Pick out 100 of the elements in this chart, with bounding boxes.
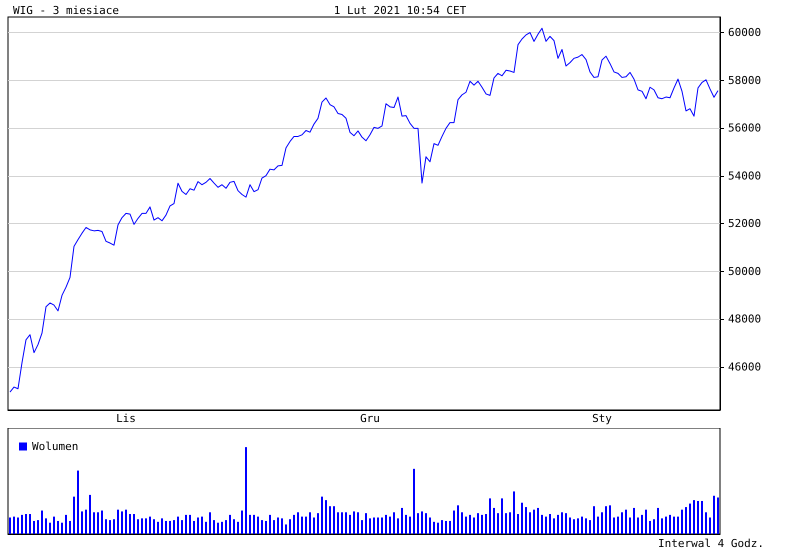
- bar: [229, 514, 231, 534]
- bar: [541, 514, 543, 534]
- bar: [121, 511, 123, 534]
- bar: [553, 518, 555, 534]
- bar: [433, 522, 435, 534]
- bar: [529, 512, 531, 534]
- bar: [57, 520, 59, 534]
- bar: [313, 517, 315, 534]
- bar: [49, 522, 51, 534]
- bar: [717, 498, 719, 534]
- bar: [257, 516, 259, 534]
- bar: [173, 520, 175, 534]
- bar: [657, 508, 659, 534]
- y-tick-label: 52000: [728, 217, 762, 230]
- bar: [629, 517, 631, 534]
- bar: [181, 520, 183, 534]
- bar: [661, 518, 663, 534]
- bar: [201, 516, 203, 534]
- bar: [385, 514, 387, 534]
- bar: [701, 500, 703, 534]
- bar: [41, 510, 43, 534]
- bar: [301, 516, 303, 534]
- bar: [205, 522, 207, 534]
- bar: [337, 512, 339, 534]
- bar: [97, 512, 99, 534]
- bar: [437, 522, 439, 534]
- bar: [149, 516, 151, 534]
- bar: [293, 514, 295, 534]
- bar: [453, 510, 455, 534]
- bar: [673, 516, 675, 534]
- bar: [129, 514, 131, 534]
- x-tick-label: Lis: [116, 412, 136, 425]
- bar: [365, 513, 367, 534]
- bar: [185, 514, 187, 534]
- bar: [685, 507, 687, 534]
- bar: [493, 508, 495, 534]
- bar: [225, 520, 227, 534]
- bar: [565, 513, 567, 534]
- bar: [25, 514, 27, 534]
- bar: [465, 516, 467, 534]
- bar: [37, 520, 39, 534]
- bar: [377, 517, 379, 534]
- bar: [405, 514, 407, 534]
- y-tick-label: 46000: [728, 360, 762, 374]
- bar: [109, 520, 111, 534]
- bar: [481, 514, 483, 534]
- bar: [253, 514, 255, 534]
- y-tick-label: 50000: [728, 264, 762, 278]
- bar: [281, 518, 283, 534]
- bar: [665, 516, 667, 534]
- bar: [141, 518, 143, 534]
- bar: [193, 520, 195, 534]
- bar: [513, 491, 515, 534]
- bar: [693, 500, 695, 534]
- bar: [317, 513, 319, 534]
- bar: [593, 506, 595, 534]
- bar: [349, 514, 351, 534]
- bar: [653, 519, 655, 534]
- bar: [125, 510, 127, 534]
- bar: [417, 513, 419, 534]
- bar: [93, 512, 95, 534]
- bar: [269, 514, 271, 534]
- bar: [73, 496, 75, 534]
- bar: [545, 516, 547, 534]
- bar: [341, 512, 343, 534]
- bar: [17, 517, 19, 534]
- bar: [305, 516, 307, 534]
- y-tick-label: 56000: [728, 122, 762, 135]
- bar: [525, 507, 527, 534]
- bar: [537, 508, 539, 534]
- bar: [621, 512, 623, 534]
- bar: [81, 511, 83, 534]
- bar: [425, 513, 427, 534]
- bar: [601, 512, 603, 534]
- bar: [669, 514, 671, 534]
- bar: [457, 505, 459, 534]
- bar: [549, 514, 551, 534]
- bar: [277, 517, 279, 534]
- bar: [169, 520, 171, 534]
- bar: [261, 520, 263, 534]
- bar: [613, 517, 615, 534]
- bar: [605, 506, 607, 534]
- bar: [469, 514, 471, 534]
- bar: [485, 514, 487, 534]
- chart-subtitle: 1 Lut 2021 10:54 CET: [334, 4, 467, 17]
- x-tick-label: Sty: [592, 412, 612, 425]
- bar: [509, 512, 511, 534]
- bar: [421, 511, 423, 534]
- text: Interwal 4 Godz.: [658, 537, 764, 550]
- bar: [333, 506, 335, 534]
- bar: [213, 520, 215, 534]
- bar: [557, 514, 559, 534]
- bar: [353, 511, 355, 534]
- bar: [245, 447, 247, 534]
- bar: [89, 494, 91, 534]
- x-tick-label: Gru: [360, 412, 380, 425]
- bar: [133, 514, 135, 534]
- bar: [69, 520, 71, 534]
- y-tick-label: 48000: [728, 312, 762, 326]
- bar: [393, 512, 395, 534]
